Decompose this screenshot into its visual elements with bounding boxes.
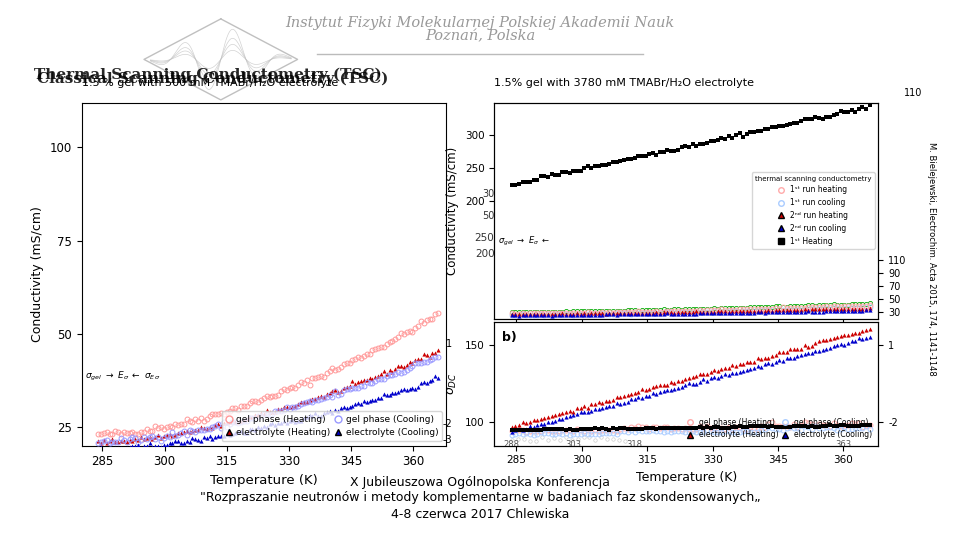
electrolyte (Cooling) [107, 446, 118, 453]
Text: 1.5% gel with 3780 mM TMABr/H₂O electrolyte: 1.5% gel with 3780 mM TMABr/H₂O electrol… [494, 78, 755, 89]
gel phase (Heating) [432, 310, 444, 316]
gel phase (Cooling) [364, 380, 375, 386]
gel phase (Heating) [364, 351, 375, 357]
gel phase (Heating) [329, 367, 341, 373]
electrolyte (Heating) [92, 437, 104, 444]
gel phase (Cooling) [92, 440, 104, 446]
electrolyte (Heating) [284, 403, 296, 410]
gel phase (Cooling) [186, 428, 198, 435]
X-axis label: Temperature (K): Temperature (K) [210, 474, 318, 487]
electrolyte (Heating) [423, 354, 435, 360]
electrolyte (Heating) [432, 347, 444, 353]
Legend: gel phase (Heating), electrolyte (Heating), gel phase (Cooling), electrolyte (Co: gel phase (Heating), electrolyte (Heatin… [684, 415, 875, 442]
gel phase (Heating) [167, 424, 179, 430]
electrolyte (Cooling) [423, 378, 435, 384]
Text: 200: 200 [475, 249, 494, 259]
Text: $\sigma_{gel}$ $\rightarrow$ $E_{\sigma}$ $\leftarrow$ $\sigma_E$$_\sigma$: $\sigma_{gel}$ $\rightarrow$ $E_{\sigma}… [85, 370, 160, 383]
gel phase (Cooling) [423, 356, 435, 363]
Text: 288: 288 [504, 440, 520, 449]
Text: 303: 303 [564, 440, 581, 449]
Text: -3: -3 [443, 435, 452, 445]
gel phase (Cooling) [329, 388, 341, 395]
Text: 50: 50 [482, 211, 494, 221]
Y-axis label: Conductivity (mS/cm): Conductivity (mS/cm) [31, 206, 44, 342]
electrolyte (Cooling) [329, 407, 341, 413]
Text: Classical Scanning Conductometry (TSC): Classical Scanning Conductometry (TSC) [37, 72, 389, 86]
Text: 110: 110 [903, 88, 923, 98]
gel phase (Heating) [423, 316, 435, 322]
electrolyte (Heating) [101, 440, 112, 447]
gel phase (Heating) [95, 431, 107, 438]
electrolyte (Heating) [329, 387, 341, 394]
gel phase (Heating) [92, 430, 104, 437]
electrolyte (Cooling) [167, 440, 179, 446]
Text: 318: 318 [626, 440, 642, 449]
electrolyte (Heating) [167, 433, 179, 439]
Text: 1.5 % gel with 500 mM TMABr/H₂O electrolyte: 1.5 % gel with 500 mM TMABr/H₂O electrol… [82, 78, 338, 89]
Legend: 1ˢᵗ run heating, 1ˢᵗ run cooling, 2ⁿᵈ run heating, 2ⁿᵈ run cooling, 1ˢᵗ Heating: 1ˢᵗ run heating, 1ˢᵗ run cooling, 2ⁿᵈ ru… [752, 172, 875, 249]
Text: 30: 30 [482, 190, 494, 199]
Line: gel phase (Heating): gel phase (Heating) [96, 310, 441, 437]
Line: gel phase (Cooling): gel phase (Cooling) [96, 354, 441, 446]
Legend: gel phase (Heating), electrolyte (Heating), gel phase (Cooling), electrolyte (Co: gel phase (Heating), electrolyte (Heatin… [222, 411, 442, 441]
gel phase (Cooling) [167, 429, 179, 436]
electrolyte (Heating) [186, 427, 198, 434]
gel phase (Heating) [284, 384, 296, 391]
gel phase (Cooling) [429, 354, 441, 360]
X-axis label: Temperature (K): Temperature (K) [636, 471, 737, 484]
Text: M. Bielejewski, Electrochim. Acta 2015, 174, 1141-1148: M. Bielejewski, Electrochim. Acta 2015, … [926, 143, 936, 376]
gel phase (Cooling) [432, 354, 444, 361]
Text: 4-8 czerwca 2017 Chlewiska: 4-8 czerwca 2017 Chlewiska [391, 508, 569, 521]
Text: Instytut Fizyki Molekularnej Polskiej Akademii Nauk: Instytut Fizyki Molekularnej Polskiej Ak… [285, 16, 675, 30]
gel phase (Cooling) [104, 440, 115, 447]
electrolyte (Cooling) [92, 446, 104, 452]
Text: X Jubileuszowa Ogólnopolska Konferencja: X Jubileuszowa Ogólnopolska Konferencja [350, 476, 610, 489]
Text: "Rozpraszanie neutronów i metody komplementarne w badaniach faz skondensowanych„: "Rozpraszanie neutronów i metody komplem… [200, 491, 760, 504]
Line: electrolyte (Heating): electrolyte (Heating) [96, 348, 441, 445]
electrolyte (Cooling) [429, 373, 441, 380]
Text: Poznań, Polska: Poznań, Polska [425, 29, 535, 43]
Text: 250: 250 [474, 233, 494, 242]
electrolyte (Cooling) [432, 374, 444, 381]
Y-axis label: $\sigma_{DC}$: $\sigma_{DC}$ [446, 373, 460, 395]
gel phase (Cooling) [284, 406, 296, 413]
electrolyte (Cooling) [186, 435, 198, 442]
electrolyte (Cooling) [284, 417, 296, 424]
Text: $\sigma_{gel}$ $\rightarrow$ $E_{\sigma}$ $\leftarrow$: $\sigma_{gel}$ $\rightarrow$ $E_{\sigma}… [498, 234, 550, 247]
Line: electrolyte (Cooling): electrolyte (Cooling) [96, 374, 441, 451]
Text: 1: 1 [446, 339, 452, 349]
Y-axis label: Conductivity (mS/cm): Conductivity (mS/cm) [446, 146, 460, 275]
Text: 363: 363 [835, 440, 852, 449]
Text: -2: -2 [443, 419, 452, 429]
electrolyte (Heating) [364, 375, 375, 381]
gel phase (Heating) [186, 419, 198, 426]
Text: Thermal Scanning Conductometry (TSC): Thermal Scanning Conductometry (TSC) [34, 68, 381, 82]
electrolyte (Cooling) [364, 398, 375, 404]
Text: b): b) [502, 331, 516, 344]
